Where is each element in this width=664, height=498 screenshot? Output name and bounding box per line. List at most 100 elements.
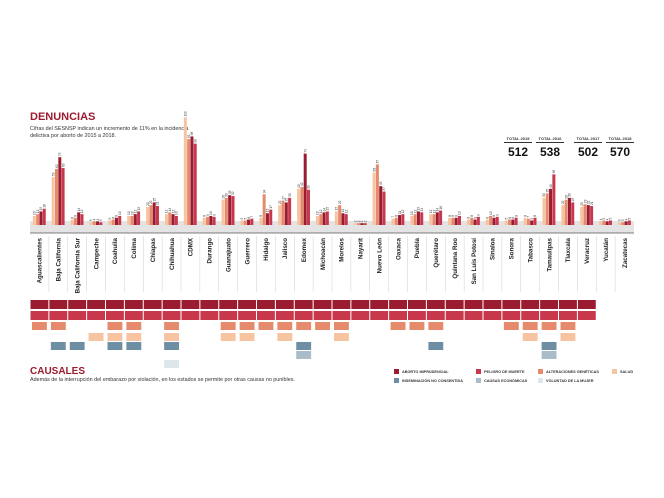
state-label-hidalgo: Hidalgo [263, 238, 270, 261]
bar-chihuahua-2017 [171, 214, 175, 225]
causal-imprudencial [540, 300, 559, 309]
bar-sinaloa-2017 [492, 217, 496, 225]
causal-salud [88, 333, 104, 341]
bar-colima-2017 [133, 214, 137, 225]
state-label-jalisco: Jalisco [282, 238, 289, 259]
bar-cdmx-2016 [187, 139, 191, 225]
causal-peligro [370, 311, 389, 320]
causal-peligro [313, 311, 332, 320]
value-label-tamaulipas-2017: 40 [549, 184, 553, 188]
causal-imprudencial [389, 300, 408, 309]
bar-aguascalientes-2015 [32, 215, 36, 225]
causal-peligro [502, 311, 521, 320]
value-label-san-luis-potosi-2017: 6 [473, 217, 477, 219]
bar-chiapas-2018 [155, 206, 159, 225]
value-label-campeche-2017: 4 [96, 218, 100, 220]
causal-geneticas [107, 322, 123, 330]
bar-colima-2015 [127, 215, 131, 225]
bar-veracruz-2017 [586, 205, 590, 225]
state-label-puebla: Puebla [414, 237, 421, 258]
causal-peligro [143, 311, 162, 320]
bar-sinaloa-2018 [495, 216, 499, 225]
value-label-guerrero-2015: 5 [240, 217, 244, 219]
state-label-michoacan: Michoacán [320, 238, 327, 270]
value-label-yucatan-2015: 4 [599, 218, 603, 220]
bar-hidalgo-2016 [262, 194, 266, 225]
value-label-zacatecas-2015: 3 [618, 219, 622, 221]
value-label-tlaxcala-2018: 25 [571, 198, 575, 202]
legend-peligro-label: PELIGRO DE MUERTE [484, 369, 525, 374]
bar-baja-california-2016 [55, 168, 59, 225]
bar-veracruz-2018 [590, 206, 594, 225]
bar-tlaxcala-2018 [571, 202, 575, 225]
value-label-nuevo-leon-2018: 37 [382, 187, 386, 191]
causal-inseminacion [50, 342, 66, 350]
bar-tlaxcala-2016 [564, 199, 568, 225]
causal-inseminacion [296, 342, 312, 350]
state-label-quintana-roo: Quintana Roo [452, 238, 459, 279]
bar-zacatecas-2015 [617, 222, 621, 225]
bar-jalisco-2016 [281, 200, 285, 225]
value-label-edomex-2015: 40 [297, 184, 301, 188]
value-label-tabasco-2018: 8 [533, 215, 537, 217]
bar-tlaxcala-2015 [561, 205, 565, 225]
value-label-edomex-2018: 39 [307, 185, 311, 189]
legend-imprudencial: ABORTO IMPRUDENCIAL [394, 368, 449, 375]
value-label-puebla-2016: 12 [413, 209, 417, 213]
bar-baja-california-sur-2015 [70, 219, 74, 225]
causal-geneticas [560, 322, 576, 330]
value-label-sonora-2016: 6 [508, 217, 512, 219]
causal-peligro [257, 311, 275, 320]
value-label-quintana-roo-2016: 8 [451, 215, 455, 217]
value-label-chihuahua-2016: 14 [168, 208, 172, 212]
causal-peligro [577, 311, 596, 320]
causal-imprudencial [87, 300, 106, 309]
bar-michoacan-2016 [319, 214, 323, 225]
bar-zacatecas-2017 [624, 221, 628, 225]
chart-title: DENUNCIAS [30, 111, 96, 123]
causal-geneticas [164, 322, 180, 330]
bar-guerrero-2016 [243, 220, 247, 225]
bar-san-luis-potosi-2016 [470, 217, 474, 225]
bar-morelos-2016 [338, 205, 342, 225]
causal-peligro [219, 311, 238, 320]
value-label-zacatecas-2017: 4 [624, 218, 628, 220]
bar-guerrero-2017 [247, 219, 251, 225]
bar-durango-2016 [206, 216, 210, 225]
legend-voluntad-label: VOLUNTAD DE LA MUJER [546, 378, 594, 383]
bar-quintana-roo-2018 [457, 215, 461, 225]
causal-imprudencial [124, 300, 143, 309]
value-label-guanajuato-2017: 33 [228, 190, 232, 194]
bar-tamaulipas-2015 [542, 197, 546, 225]
causal-economicas [541, 351, 557, 359]
value-label-tamaulipas-2015: 30 [542, 193, 546, 197]
causal-peligro [445, 311, 464, 320]
causal-peligro [49, 311, 68, 320]
value-label-jalisco-2015: 22 [278, 200, 282, 204]
state-label-veracruz: Veracruz [584, 238, 591, 264]
value-label-sinaloa-2016: 10 [489, 211, 493, 215]
total-2015-label: TOTAL 2015 [504, 136, 532, 143]
value-label-oaxaca-2015: 7 [391, 216, 395, 218]
total-2015: TOTAL 2015 512 [504, 136, 532, 159]
value-label-nuevo-leon-2017: 43 [379, 181, 383, 185]
causal-peligro [426, 311, 445, 320]
total-2016: TOTAL 2016 538 [536, 136, 564, 159]
bar-tabasco-2016 [526, 218, 530, 225]
state-label-campeche: Campeche [93, 237, 100, 269]
value-label-michoacan-2015: 10 [316, 211, 320, 215]
value-label-baja-california-sur-2015: 6 [70, 217, 74, 219]
bar-morelos-2018 [344, 214, 348, 225]
bar-chihuahua-2016 [168, 212, 172, 225]
causal-geneticas [409, 322, 425, 330]
bar-michoacan-2015 [315, 215, 319, 225]
value-label-aguascalientes-2016: 12 [36, 209, 40, 213]
bar-tamaulipas-2018 [552, 174, 556, 225]
bar-chihuahua-2015 [164, 214, 168, 225]
value-label-nayarit-2017: 2 [360, 220, 364, 222]
bar-quintana-roo-2015 [448, 217, 452, 225]
value-label-quintana-roo-2015: 8 [448, 215, 452, 217]
bar-aguascalientes-2016 [36, 214, 40, 225]
bar-guanajuato-2016 [224, 197, 228, 225]
